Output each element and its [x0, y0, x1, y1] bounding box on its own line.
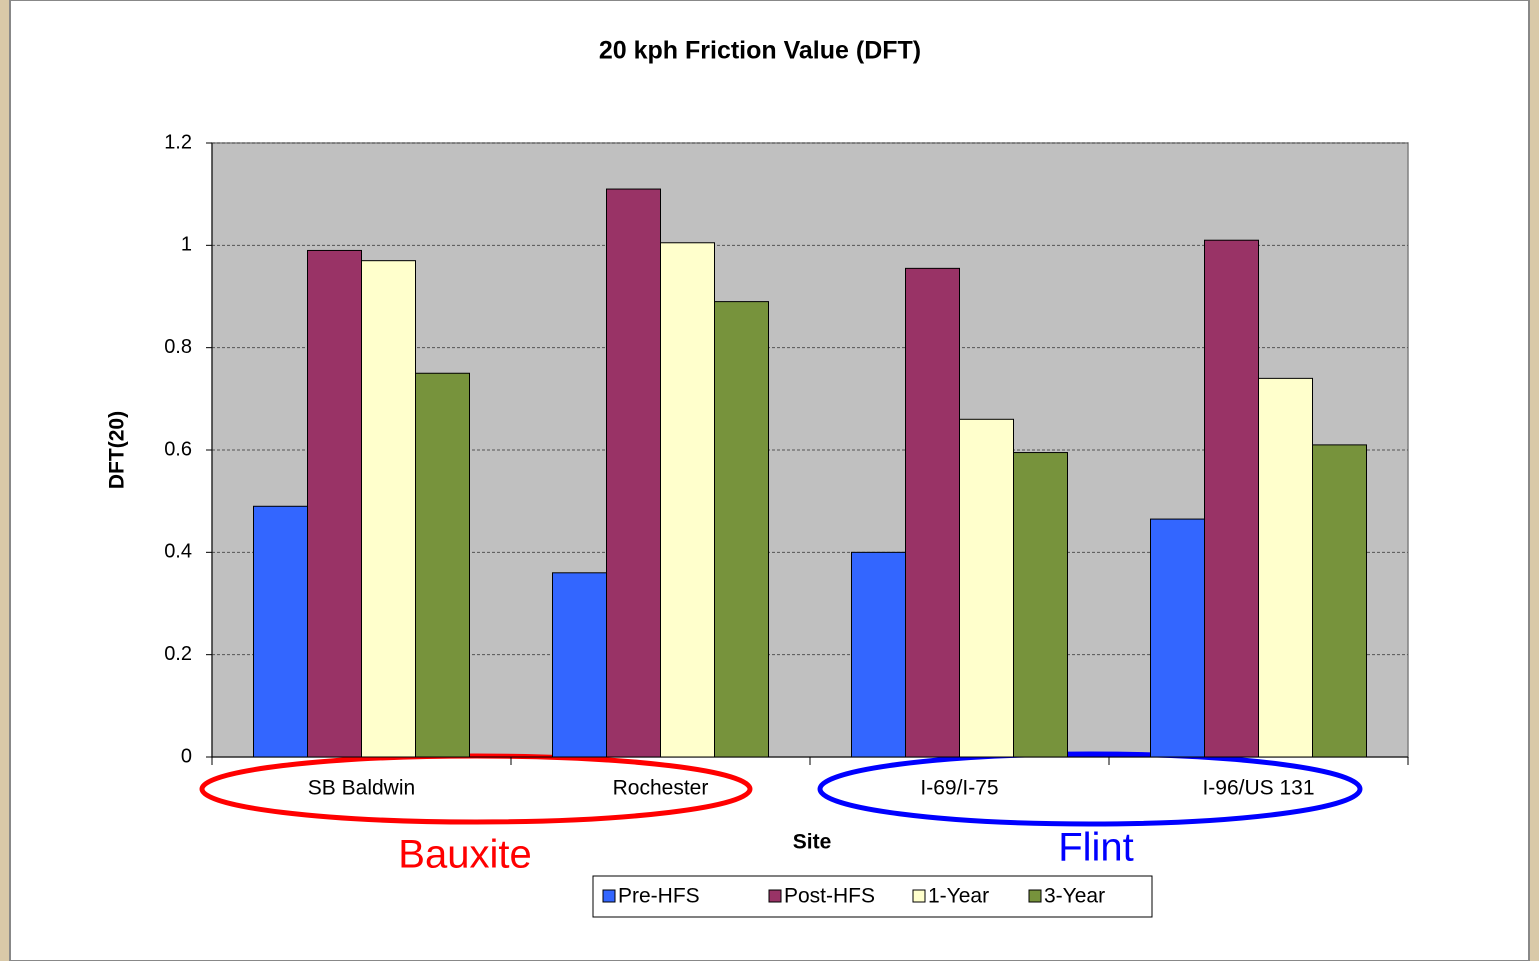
x-axis-title: Site [793, 831, 832, 854]
legend-swatch [912, 889, 926, 903]
x-tick-label: I-69/I-75 [920, 777, 998, 800]
y-tick-label: 0.6 [164, 438, 192, 460]
x-tick-label: I-96/US 131 [1202, 777, 1314, 800]
bar [1204, 239, 1259, 758]
annotation: Flint [1058, 826, 1134, 870]
bar [307, 249, 362, 758]
bar [1258, 377, 1313, 758]
bar [905, 267, 960, 758]
x-tick-label: Rochester [613, 777, 709, 800]
legend-label: Post-HFS [784, 885, 875, 908]
bar [1013, 452, 1068, 758]
legend-label: 1-Year [928, 885, 989, 908]
y-tick-label: 0.4 [164, 541, 192, 563]
bar [660, 242, 715, 758]
y-tick-label: 0 [181, 745, 192, 767]
bar [552, 572, 607, 758]
legend-swatch [1028, 889, 1042, 903]
bar [415, 372, 470, 758]
bar [714, 301, 769, 758]
annotation: Bauxite [398, 833, 531, 877]
legend-label: 3-Year [1044, 885, 1105, 908]
annotation-ellipse [199, 753, 753, 825]
y-tick-label: 0.2 [164, 643, 192, 665]
bar [959, 418, 1014, 758]
bar [1150, 518, 1205, 758]
y-tick-label: 1.2 [164, 131, 192, 153]
x-tick-label: SB Baldwin [308, 777, 415, 800]
legend-swatch [768, 889, 782, 903]
chart-title: 20 kph Friction Value (DFT) [599, 37, 921, 65]
y-axis-title: DFT(20) [106, 411, 129, 489]
y-tick-label: 1 [181, 234, 192, 256]
legend [592, 875, 1153, 918]
bar [361, 260, 416, 758]
bar [1312, 444, 1367, 758]
y-tick-label: 0.8 [164, 336, 192, 358]
bar [606, 188, 661, 758]
annotation-ellipse [817, 751, 1363, 827]
bar [851, 551, 906, 758]
legend-swatch [602, 889, 616, 903]
bar [253, 505, 308, 758]
legend-label: Pre-HFS [618, 885, 700, 908]
